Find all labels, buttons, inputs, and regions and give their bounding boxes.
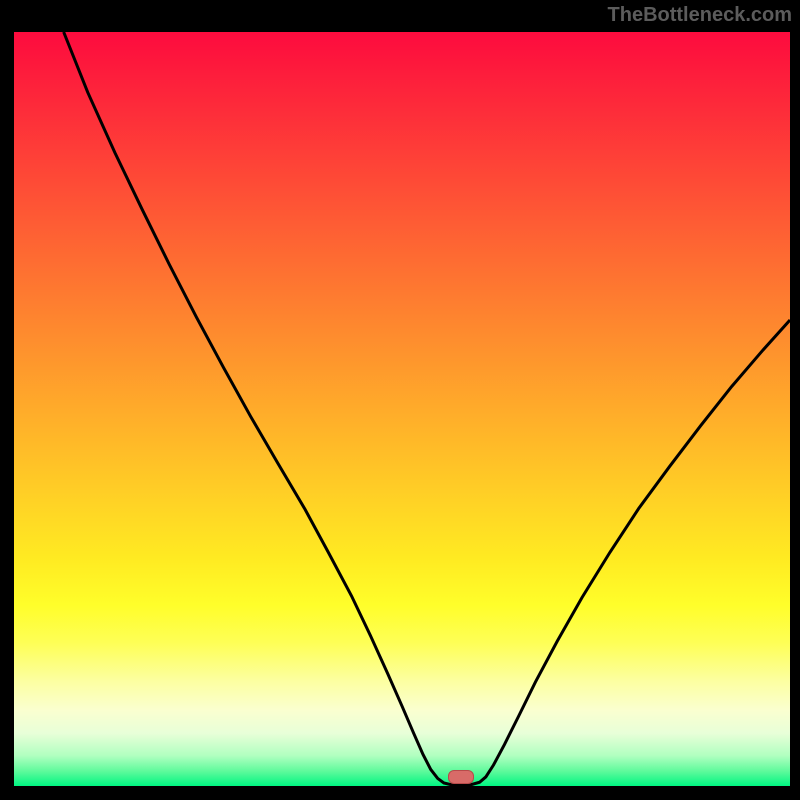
chart-frame: TheBottleneck.com [0, 0, 800, 800]
minimum-marker [448, 770, 474, 784]
bottleneck-curve-svg [14, 32, 790, 786]
bottleneck-curve [64, 32, 790, 784]
attribution-label: TheBottleneck.com [608, 4, 792, 27]
plot-area [14, 32, 790, 786]
